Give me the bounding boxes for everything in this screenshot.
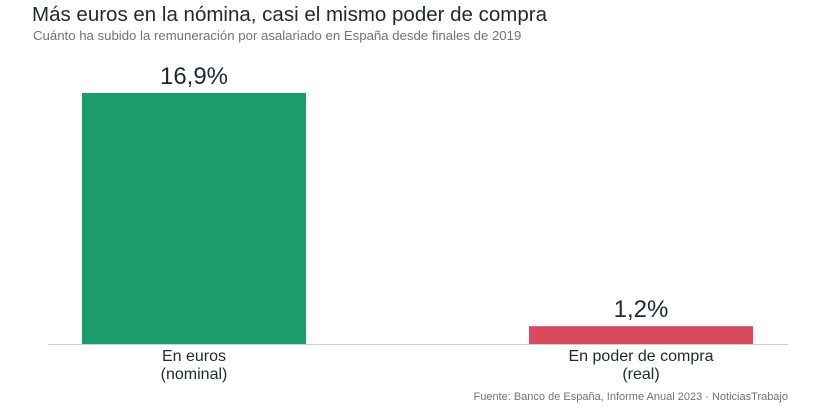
x-tick-label-1-line-2: (nominal) — [161, 366, 228, 383]
x-tick-label-2-line-1: En poder de compra — [569, 348, 714, 365]
data-label-2: 1,2% — [614, 296, 669, 323]
source-note: Fuente: Banco de España, Informe Anual 2… — [473, 391, 788, 403]
chart-title: Más euros en la nómina, casi el mismo po… — [32, 3, 548, 26]
x-tick-label-1-line-1: En euros — [162, 348, 226, 365]
bar-2 — [529, 326, 753, 344]
bar-1 — [82, 93, 306, 344]
x-tick-label-2-line-2: (real) — [622, 366, 659, 383]
data-label-1: 16,9% — [160, 63, 228, 90]
chart-subtitle: Cuánto ha subido la remuneración por asa… — [33, 28, 522, 43]
